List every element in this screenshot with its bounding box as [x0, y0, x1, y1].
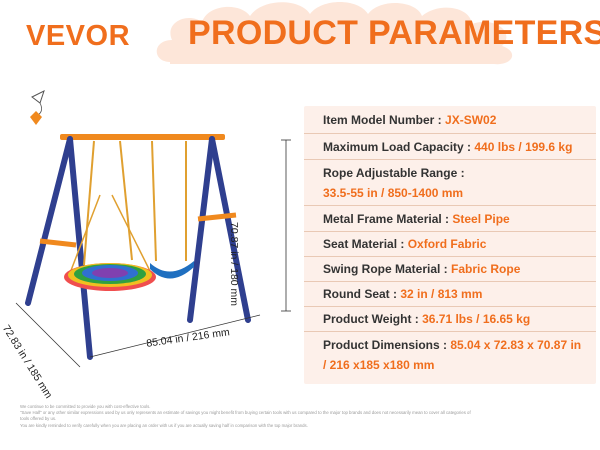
swing-set-illustration	[15, 90, 291, 368]
param-label: Product Weight :	[323, 312, 423, 326]
param-value: 85.04 x 72.83 x 70.87 in	[450, 338, 582, 352]
round-seat	[64, 263, 156, 291]
page-title: PRODUCT PARAMETERS	[188, 14, 600, 52]
param-value: 32 in / 813 mm	[400, 287, 483, 301]
header-cloud-shape	[156, 2, 513, 65]
param-value: 440 lbs / 199.6 kg	[474, 139, 573, 154]
param-row-dimensions: Product Dimensions : 85.04 x 72.83 x 70.…	[304, 332, 596, 378]
param-value: JX-SW02	[445, 112, 497, 127]
param-row-rope-material: Swing Rope Material : Fabric Rope	[304, 257, 596, 282]
param-value: Fabric Rope	[451, 262, 521, 276]
parameters-panel: Item Model Number : JX-SW02 Maximum Load…	[304, 106, 596, 384]
param-row-round-seat: Round Seat : 32 in / 813 mm	[304, 282, 596, 307]
param-row-model: Item Model Number : JX-SW02	[304, 106, 596, 134]
kite-icon	[31, 90, 45, 116]
param-row-weight: Product Weight : 36.71 lbs / 16.65 kg	[304, 307, 596, 332]
footnote-line: We continue to be committed to provide y…	[20, 404, 151, 409]
footnote-line: You are kindly reminded to verify carefu…	[20, 422, 308, 428]
param-value: 33.5-55 in / 850-1400 mm	[323, 185, 464, 200]
param-label: Metal Frame Material :	[323, 211, 453, 226]
parameters-list: Item Model Number : JX-SW02 Maximum Load…	[304, 106, 596, 378]
footnote-line: tools offered by us.	[20, 416, 57, 422]
param-row-rope-range: Rope Adjustable Range : 33.5-55 in / 850…	[304, 160, 596, 206]
brand-logo: VEVOR	[26, 20, 131, 52]
param-value: Oxford Fabric	[407, 237, 487, 251]
height-dimension-label: 70.87 in / 180 mm	[228, 222, 240, 307]
param-label: Item Model Number :	[323, 112, 446, 127]
param-label: Swing Rope Material :	[323, 262, 452, 276]
param-row-frame: Metal Frame Material : Steel Pipe	[304, 206, 596, 232]
param-label: Rope Adjustable Range :	[323, 165, 465, 180]
param-value: 36.71 lbs / 16.65 kg	[422, 312, 531, 326]
footnote-line: "Save Half" or any other similar express…	[20, 410, 471, 416]
param-value-line2: / 216 x185 x180 mm	[323, 358, 435, 372]
leaf-icon	[30, 111, 42, 125]
param-label: Round Seat :	[323, 287, 401, 301]
param-label: Maximum Load Capacity :	[323, 139, 475, 154]
disclaimer-footnote: We continue to be committed to provide y…	[20, 404, 590, 429]
param-value: Steel Pipe	[452, 211, 510, 226]
param-row-load: Maximum Load Capacity : 440 lbs / 199.6 …	[304, 134, 596, 160]
param-label: Seat Material :	[323, 237, 408, 251]
param-row-seat-material: Seat Material : Oxford Fabric	[304, 232, 596, 257]
param-label: Product Dimensions :	[323, 338, 451, 352]
